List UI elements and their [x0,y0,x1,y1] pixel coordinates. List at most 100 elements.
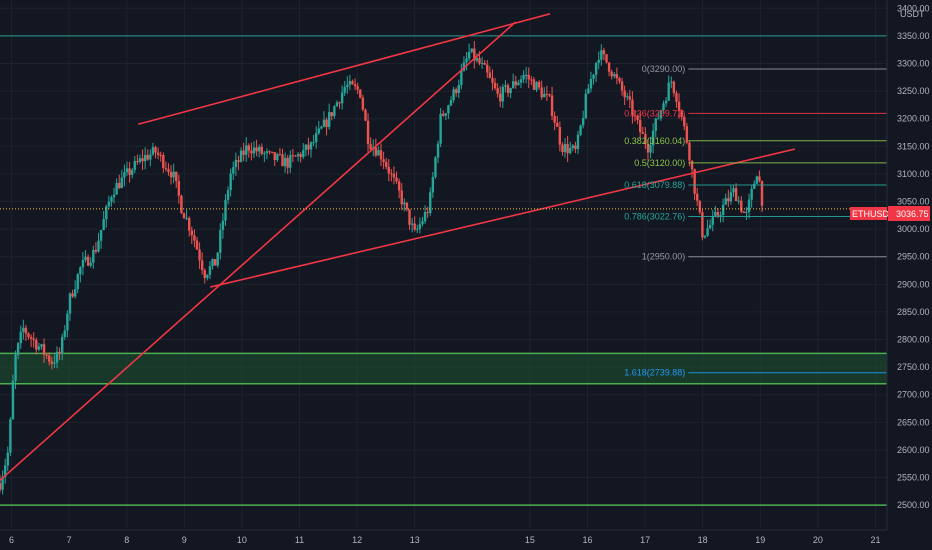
time-axis-label: 7 [67,535,72,545]
candle-body [353,84,357,87]
candle-body [382,159,385,162]
candle-body [517,82,520,86]
quote-currency-label: USDT [900,9,925,19]
time-axis-label: 9 [182,535,187,545]
price-axis[interactable]: 2500.00 2550.00 2600.00 2650.00 2700.00 2750.… [886,0,932,550]
candle-body [19,331,22,344]
candle-body [426,212,429,214]
price-axis-label: 3200.00 [897,114,930,124]
candle-body [504,85,507,87]
candle-body [14,354,17,381]
trendlines[interactable] [0,13,796,481]
fib-level-label: 0.786(3022.76) [624,212,685,222]
candle-body [263,153,266,155]
candle-body [185,218,188,220]
candle-body [118,182,121,189]
price-axis-label: 2500.00 [897,500,930,510]
candle-body [416,228,419,230]
candles [0,40,764,495]
price-axis-label: 3100.00 [897,169,930,179]
candle-body [340,92,344,104]
candle-body [514,81,517,86]
candle-body [442,113,445,116]
candle-body [247,145,251,151]
price-axis-label: 3350.00 [897,31,930,41]
candle-body [574,145,577,149]
candle-body [195,240,199,250]
candle-body [330,112,333,117]
candle-body [143,155,147,162]
candle-body [63,330,66,338]
candle-body [410,223,414,225]
candle-body [467,52,471,59]
candle-body [169,171,173,178]
candle-body [252,147,256,154]
candle-body [452,89,455,101]
candle-body [208,266,212,275]
candle-body [449,100,453,106]
candle-body [750,188,753,200]
candle-body [664,100,668,104]
candle-body [294,155,297,157]
price-axis-label: 2900.00 [897,279,930,289]
support-zone[interactable] [0,352,887,385]
candle-body [522,75,525,80]
candle-body [379,150,383,160]
price-axis-label: 3150.00 [897,141,930,151]
candle-body [644,133,647,145]
fibonacci-retracement[interactable]: 0(3290.00) 0.236(3209.72) 0.382(3160.04) 0.… [624,64,887,378]
support-zone-fill [0,353,887,384]
candle-body [105,206,108,220]
candle-body [377,150,380,156]
candle-body [620,81,624,91]
candle-body [537,82,541,88]
candle-body [462,62,466,71]
candle-body [94,249,98,252]
trendline [210,148,796,288]
candle-body [61,337,64,354]
candle-body [136,161,139,163]
candle-body [729,192,733,202]
candle-body [745,212,748,214]
candle-body [130,170,134,175]
candle-body [9,419,12,453]
horizontal-levels[interactable] [0,35,887,506]
candle-body [286,157,289,168]
time-axis-label: 18 [698,535,708,545]
candle-body [268,151,271,153]
candle-body [587,88,590,94]
candle-body [190,230,193,236]
candle-body [193,235,196,241]
candle-body [607,62,611,72]
candle-body [149,154,152,160]
time-axis-label: 8 [124,535,129,545]
candle-body [232,167,235,174]
candle-body [628,96,632,100]
candle-body [265,151,269,154]
candle-body [623,90,626,98]
candle-body [540,87,543,98]
candle-body [55,351,59,363]
candle-body [260,146,263,154]
candle-body [685,126,689,143]
candle-body [255,147,258,152]
candle-body [315,133,318,143]
candle-body [760,180,764,206]
time-axis[interactable]: 6 7 8 9 10 11 12 13 15 16 17 18 19 20 21 [0,529,887,545]
candle-body [322,119,326,127]
candle-body [693,169,696,194]
candle-body [721,204,725,215]
candle-body [180,195,183,214]
candle-body [48,355,51,362]
symbol-price-tag: ETHUSDT 3036.75 [850,206,930,221]
time-axis-label: 19 [755,535,765,545]
candle-body [651,130,655,146]
candle-body [221,220,225,231]
candle-body [548,94,551,96]
candle-body [76,274,79,290]
candle-body [615,74,619,79]
candle-body [592,74,595,79]
candle-body [535,82,538,90]
candle-body [677,101,681,111]
